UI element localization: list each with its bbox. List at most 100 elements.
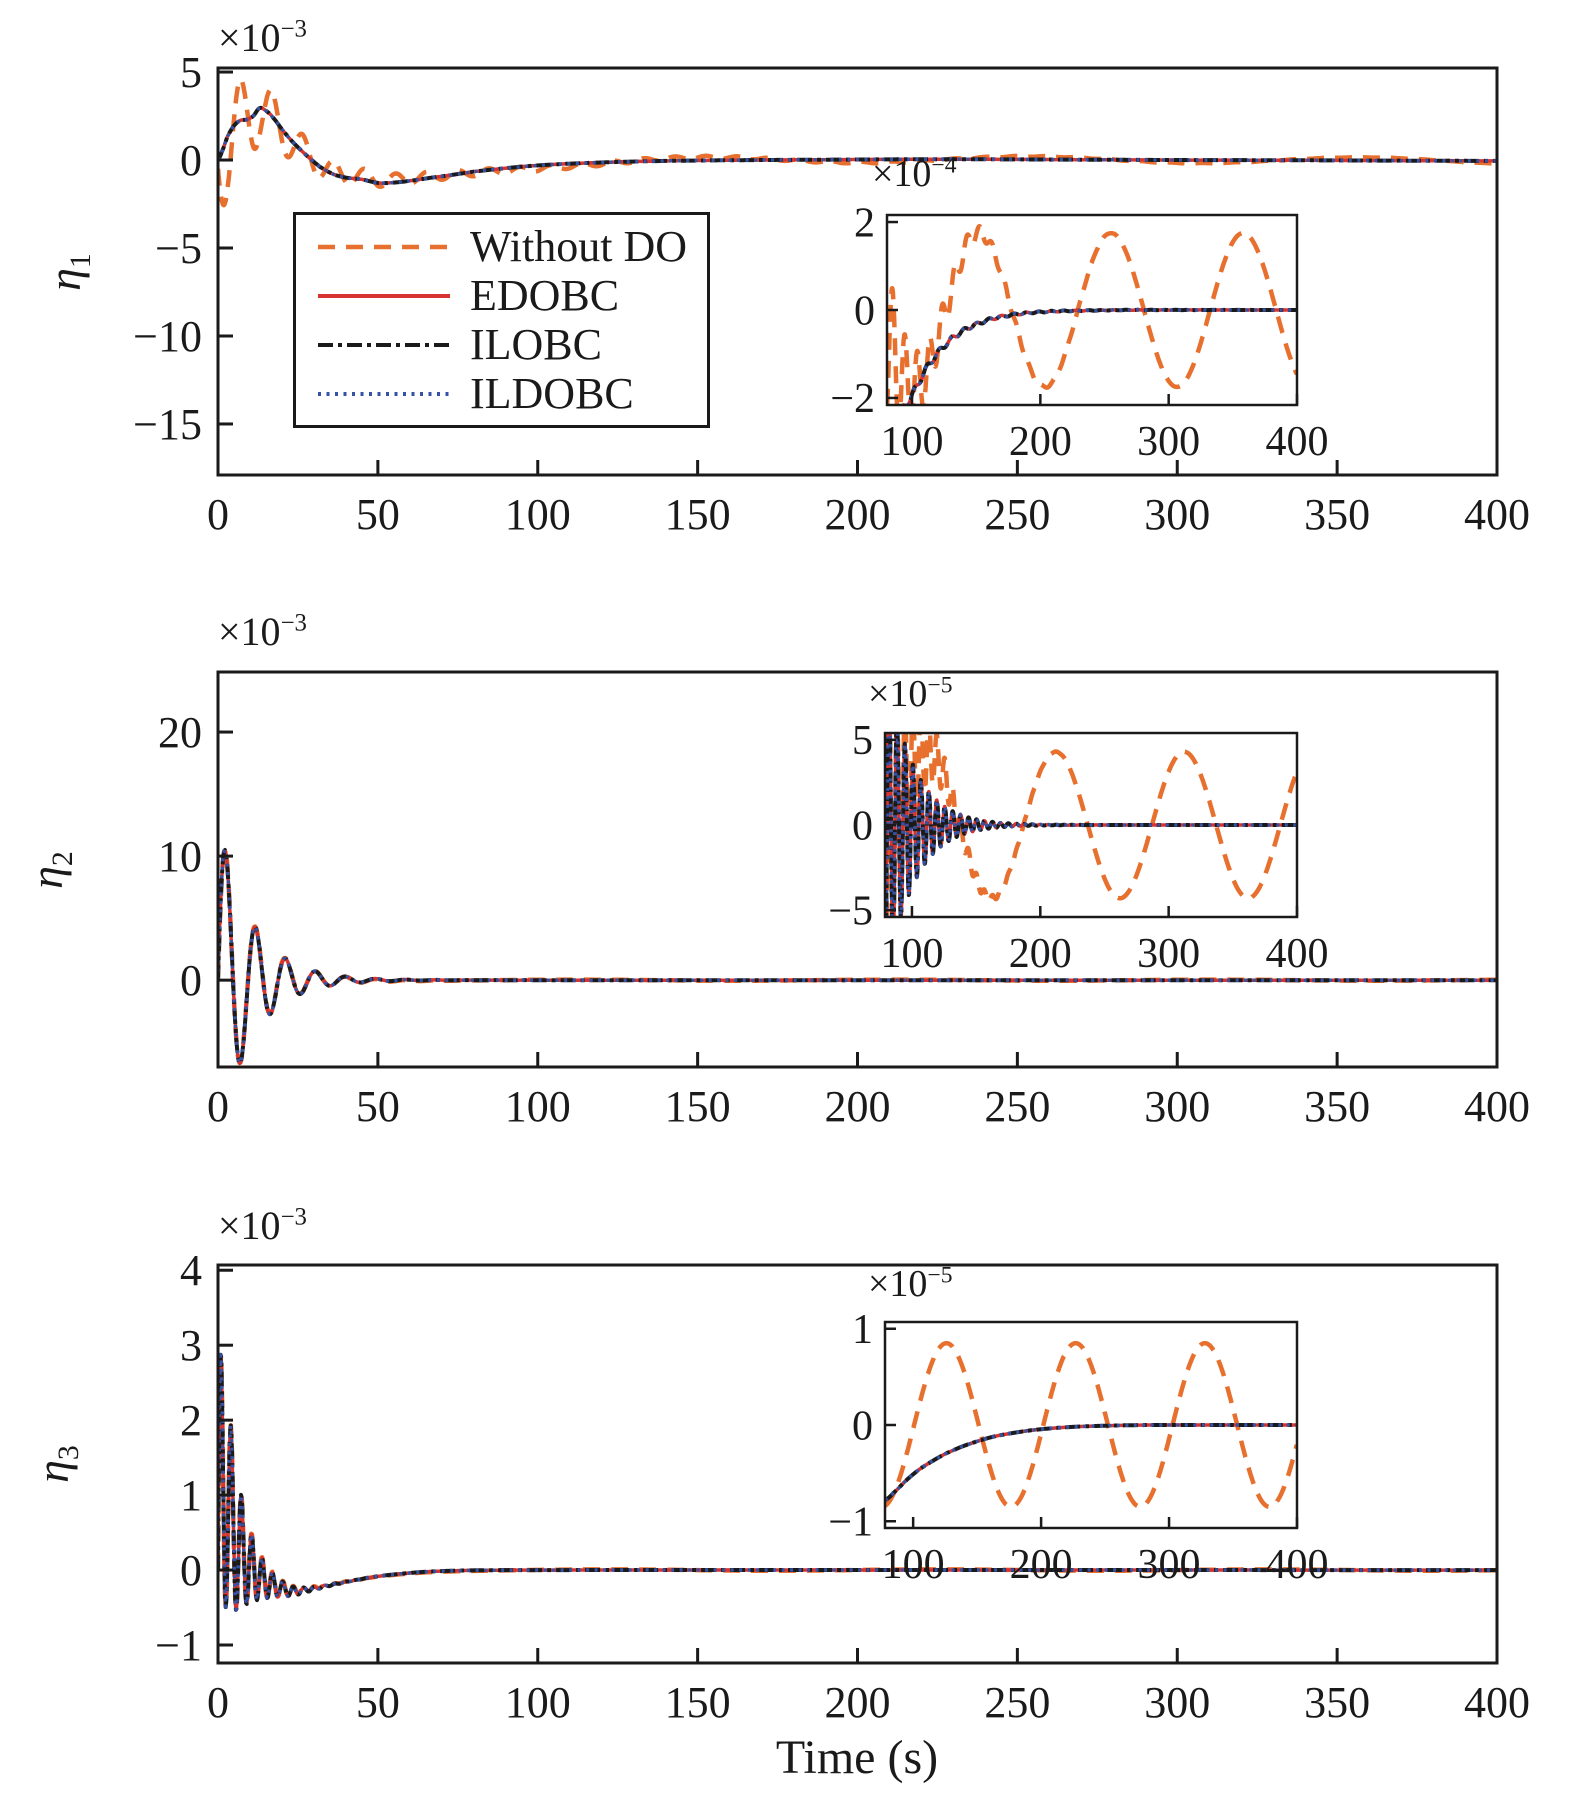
- scale-label-inset1: ×10−4: [872, 152, 957, 195]
- legend-line-solid-icon: [318, 294, 450, 298]
- x-tick-label: 350: [1304, 490, 1370, 539]
- x-tick-label: 300: [1137, 931, 1200, 977]
- legend: Without DO EDOBC ILOBC ILDOBC: [293, 212, 710, 428]
- series-ildobc: [218, 848, 1497, 1066]
- y-tick-label: 0: [854, 288, 875, 334]
- y-tick-label: 0: [180, 956, 202, 1005]
- series-without-do: [218, 77, 1497, 208]
- x-tick-label: 50: [356, 1082, 400, 1131]
- y-tick-label: −10: [133, 312, 202, 361]
- y-tick-label: −1: [828, 1500, 873, 1546]
- y-tick-label: 0: [180, 1546, 202, 1595]
- x-tick-label: 250: [984, 1082, 1050, 1131]
- x-tick-label: 100: [882, 1542, 945, 1588]
- legend-label: EDOBC: [470, 270, 620, 320]
- y-tick-label: −5: [155, 224, 202, 273]
- y-tick-label: 3: [180, 1321, 202, 1370]
- x-axis-title: Time (s): [775, 1731, 939, 1784]
- x-tick-label: 300: [1144, 1678, 1210, 1727]
- y-tick-label: 1: [180, 1471, 202, 1520]
- x-tick-label: 100: [505, 490, 571, 539]
- y-tick-label: −2: [830, 376, 875, 422]
- y-axis-label-eta1: η1: [38, 253, 98, 291]
- series-edobc: [900, 308, 1297, 405]
- y-tick-label: 2: [180, 1396, 202, 1445]
- series-group: [218, 77, 1497, 208]
- inset-panel: 100 200 300 400 1 0 −1: [828, 1307, 1328, 1588]
- x-tick-label: 100: [505, 1082, 571, 1131]
- x-tick-label: 400: [1464, 490, 1530, 539]
- y-tick-label: 5: [852, 718, 873, 764]
- legend-label: Without DO: [470, 221, 687, 271]
- scale-label-inset3: ×10−5: [868, 1262, 953, 1305]
- x-tick-label: 150: [665, 490, 731, 539]
- x-tick-label: 0: [207, 1678, 229, 1727]
- series-ilobc: [885, 1423, 1297, 1502]
- x-tick-label: 100: [881, 419, 944, 465]
- series-ildobc: [900, 308, 1297, 405]
- x-tick-label: 50: [356, 490, 400, 539]
- y-tick-label: 2: [854, 200, 875, 246]
- y-axis-label-eta3: η3: [26, 1445, 86, 1483]
- legend-item-edobc: EDOBC: [314, 271, 707, 320]
- series-group: [218, 1352, 1497, 1612]
- legend-label: ILDOBC: [470, 368, 634, 418]
- series-without-do: [885, 1340, 1297, 1510]
- x-tick-label: 100: [505, 1678, 571, 1727]
- y-tick-label: −1: [155, 1621, 202, 1670]
- legend-line-dashdot-icon: [318, 343, 450, 347]
- x-tick-label: 100: [880, 931, 943, 977]
- x-tick-label: 200: [1010, 1542, 1073, 1588]
- series-ilobc: [218, 848, 1497, 1066]
- series-group: [887, 224, 1297, 405]
- x-tick-label: 300: [1144, 490, 1210, 539]
- legend-label: ILOBC: [470, 319, 602, 369]
- series-group: [885, 733, 1297, 917]
- x-tick-label: 200: [825, 490, 891, 539]
- series-without-do: [885, 733, 1297, 917]
- series-ildobc: [885, 733, 1297, 917]
- x-tick-label: 200: [1009, 931, 1072, 977]
- x-tick-label: 0: [207, 1082, 229, 1131]
- series-group: [218, 847, 1497, 1066]
- x-tick-label: 350: [1304, 1082, 1370, 1131]
- x-tick-label: 200: [825, 1678, 891, 1727]
- y-tick-label: −5: [828, 888, 873, 934]
- series-ilobc: [900, 307, 1297, 405]
- x-tick-label: 250: [984, 1678, 1050, 1727]
- inset-panel: 100 200 300 400 2 0 −2: [830, 200, 1328, 465]
- x-tick-label: 300: [1144, 1082, 1210, 1131]
- series-ildobc: [218, 106, 1497, 185]
- legend-item-ilobc: ILOBC: [314, 320, 707, 369]
- x-tick-label: 400: [1266, 1542, 1329, 1588]
- series-ildobc: [885, 1423, 1297, 1502]
- y-tick-label: −15: [133, 400, 202, 449]
- scale-label-panel1: ×10−3: [218, 15, 307, 60]
- y-axis-label-eta2: η2: [20, 851, 80, 889]
- series-edobc: [885, 1423, 1297, 1502]
- series-edobc: [218, 106, 1497, 185]
- x-tick-label: 400: [1464, 1678, 1530, 1727]
- y-tick-label: 4: [180, 1246, 202, 1295]
- x-tick-label: 0: [207, 490, 229, 539]
- x-tick-label: 400: [1464, 1082, 1530, 1131]
- legend-line-dashed-icon: [318, 244, 450, 250]
- series-ildobc: [218, 1353, 1497, 1612]
- x-tick-label: 150: [665, 1082, 731, 1131]
- legend-line-dotted-icon: [318, 392, 450, 396]
- y-tick-label: 0: [852, 1403, 873, 1449]
- series-ilobc: [218, 105, 1497, 186]
- x-tick-label: 400: [1266, 419, 1329, 465]
- legend-item-without-do: Without DO: [314, 222, 707, 271]
- y-tick-label: 0: [180, 136, 202, 185]
- x-tick-label: 200: [825, 1082, 891, 1131]
- y-tick-label: 20: [158, 708, 202, 757]
- inset-panel: 100 200 300 400 5 0 −5: [828, 718, 1328, 977]
- series-without-do: [887, 224, 1297, 405]
- y-tick-label: 5: [180, 48, 202, 97]
- scale-label-inset2: ×10−5: [868, 672, 953, 715]
